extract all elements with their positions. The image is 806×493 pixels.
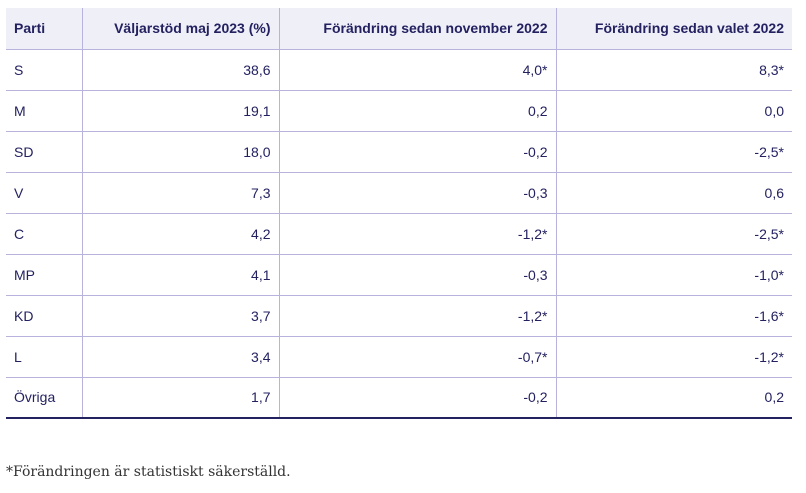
support-cell: 18,0: [82, 130, 280, 172]
party-cell: S: [6, 48, 83, 90]
change-november-cell: -0,2: [279, 130, 557, 172]
support-cell: 3,7: [82, 294, 280, 336]
support-cell: 19,1: [82, 89, 280, 131]
table-row: V 7,3 -0,3 0,6: [6, 171, 792, 213]
support-cell: 4,2: [82, 212, 280, 254]
change-november-cell: 4,0*: [279, 48, 557, 90]
change-election-cell: 8,3*: [556, 48, 792, 90]
table-row: L 3,4 -0,7* -1,2*: [6, 335, 792, 377]
party-cell: KD: [6, 294, 83, 336]
party-cell: M: [6, 89, 83, 131]
party-cell: MP: [6, 253, 83, 295]
party-support-table-container: Parti Väljarstöd maj 2023 (%) Förändring…: [6, 8, 792, 419]
party-cell: C: [6, 212, 83, 254]
change-election-cell: -2,5*: [556, 130, 792, 172]
change-november-cell: -0,7*: [279, 335, 557, 377]
change-election-cell: -1,0*: [556, 253, 792, 295]
party-cell: Övriga: [6, 376, 83, 419]
support-cell: 4,1: [82, 253, 280, 295]
table-row: SD 18,0 -0,2 -2,5*: [6, 130, 792, 172]
change-election-cell: -1,6*: [556, 294, 792, 336]
change-election-cell: -2,5*: [556, 212, 792, 254]
header-change-since-election-2022: Förändring sedan valet 2022: [594, 20, 784, 37]
header-party: Parti: [6, 8, 83, 49]
party-cell: V: [6, 171, 83, 213]
table-row: MP 4,1 -0,3 -1,0*: [6, 253, 792, 295]
party-cell: SD: [6, 130, 83, 172]
header-change-since-november-2022: Förändring sedan november 2022: [279, 8, 557, 49]
change-november-cell: -0,3: [279, 171, 557, 213]
support-cell: 1,7: [82, 376, 280, 419]
change-election-cell: -1,2*: [556, 335, 792, 377]
change-election-cell: 0,6: [556, 171, 792, 213]
support-cell: 7,3: [82, 171, 280, 213]
table-header-row: Parti Väljarstöd maj 2023 (%) Förändring…: [6, 8, 792, 49]
table-row: S 38,6 4,0* 8,3*: [6, 48, 792, 90]
change-november-cell: -0,2: [279, 376, 557, 419]
party-cell: L: [6, 335, 83, 377]
header-support-may-2023: Väljarstöd maj 2023 (%): [82, 8, 280, 49]
table-row: C 4,2 -1,2* -2,5*: [6, 212, 792, 254]
change-november-cell: -0,3: [279, 253, 557, 295]
table-row: KD 3,7 -1,2* -1,6*: [6, 294, 792, 336]
party-support-table: Parti Väljarstöd maj 2023 (%) Förändring…: [6, 8, 792, 419]
table-body: S 38,6 4,0* 8,3* M 19,1 0,2 0,0 SD 18,0 …: [6, 48, 792, 419]
footnote: *Förändringen är statistiskt säkerställd…: [6, 464, 291, 480]
change-election-cell: 0,2: [556, 376, 792, 419]
change-election-cell: 0,0: [556, 89, 792, 131]
table-row: M 19,1 0,2 0,0: [6, 89, 792, 131]
change-november-cell: -1,2*: [279, 212, 557, 254]
support-cell: 3,4: [82, 335, 280, 377]
table-row: Övriga 1,7 -0,2 0,2: [6, 376, 792, 419]
support-cell: 38,6: [82, 48, 280, 90]
change-november-cell: -1,2*: [279, 294, 557, 336]
change-november-cell: 0,2: [279, 89, 557, 131]
